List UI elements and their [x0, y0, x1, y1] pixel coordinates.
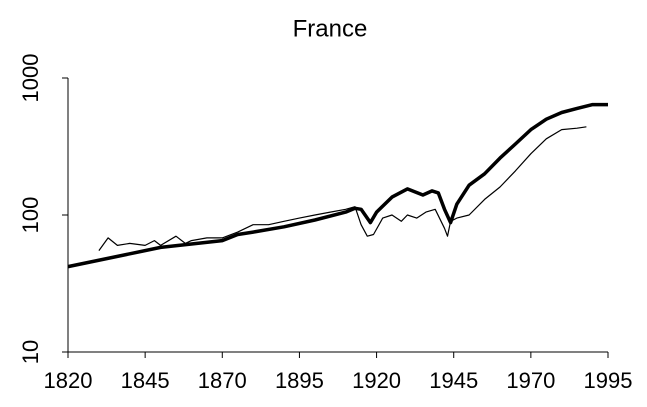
x-tick-label: 1970: [506, 368, 555, 393]
x-tick-label: 1945: [429, 368, 478, 393]
x-tick-label: 1870: [198, 368, 247, 393]
x-tick-label: 1920: [352, 368, 401, 393]
x-tick-label: 1820: [44, 368, 93, 393]
chart-title: France: [293, 15, 368, 42]
y-tick-label: 100: [18, 197, 43, 234]
y-tick-label: 10: [18, 340, 43, 364]
x-tick-label: 1995: [584, 368, 633, 393]
series-line: [67, 102, 608, 269]
x-tick-label: 1845: [121, 368, 170, 393]
y-tick-label: 1000: [18, 54, 43, 103]
series-line: [98, 126, 587, 251]
x-tick-label: 1895: [275, 368, 324, 393]
